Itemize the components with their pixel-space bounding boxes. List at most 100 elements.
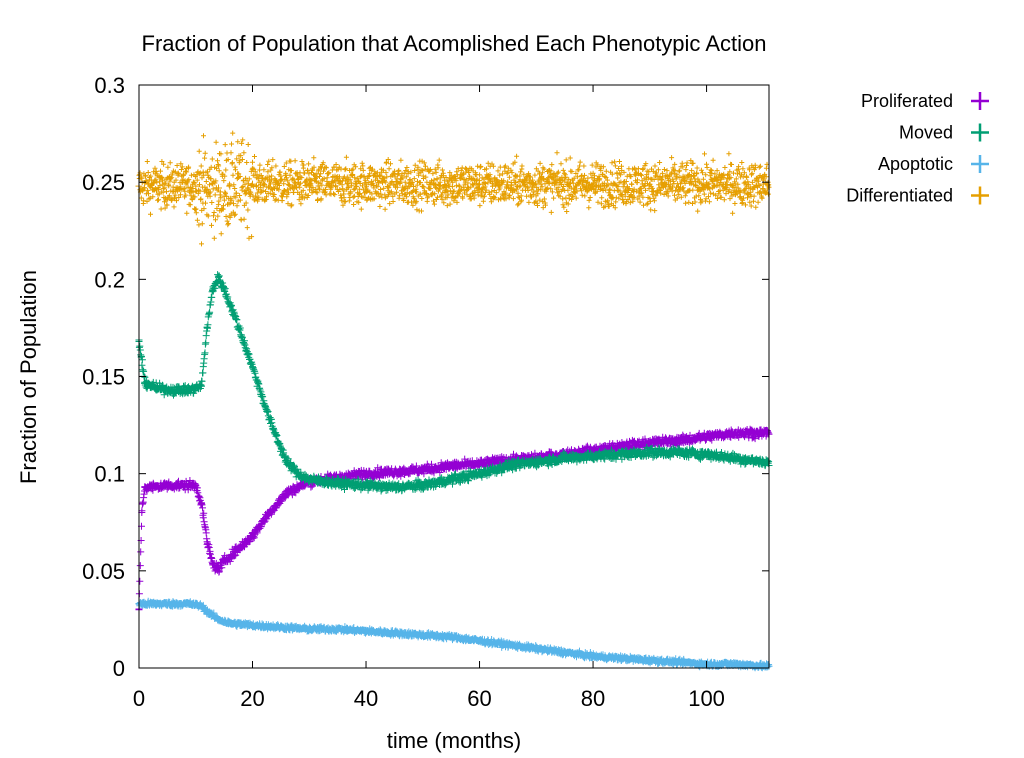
data-point [506,174,512,180]
data-point [514,153,520,159]
data-point [194,217,200,223]
data-point [197,170,203,176]
data-point [154,179,160,185]
data-point [732,201,738,206]
series-differentiated [135,130,772,247]
data-point [721,197,727,203]
data-point [525,188,531,193]
data-point [684,160,690,166]
data-point [179,164,185,170]
data-point [558,161,564,167]
data-point [197,171,203,177]
data-point [244,160,250,165]
data-point [288,203,294,209]
data-point [439,167,445,173]
data-point [199,504,206,512]
data-point [706,199,712,205]
data-point [211,235,217,241]
data-point [241,216,247,222]
data-point [201,133,206,139]
data-point [265,162,271,167]
data-point [690,187,696,193]
data-point [704,165,710,170]
data-point [315,196,321,202]
data-point [250,159,255,165]
data-point [695,208,701,214]
data-point [139,175,145,181]
data-point [349,167,355,173]
data-point [190,179,196,185]
data-point [414,207,420,213]
data-point [292,158,298,164]
data-point [672,192,677,198]
data-point [233,190,239,196]
data-point [201,172,207,178]
data-point [744,174,750,180]
data-point [252,154,257,159]
data-point [209,222,214,228]
data-point [183,192,189,198]
data-point [351,202,357,207]
data-point [229,141,234,147]
data-point [710,157,716,163]
data-point [178,192,183,198]
data-point [436,157,442,163]
data-point [235,198,241,204]
data-point [136,577,144,585]
data-point [607,186,613,192]
data-point [156,186,162,192]
data-point [652,163,658,169]
data-point [579,192,585,198]
data-point [202,155,208,161]
data-point [577,159,583,165]
data-point [245,142,251,147]
data-point [196,222,202,228]
data-point [702,151,707,157]
data-point [160,177,165,183]
data-point [147,195,153,201]
data-point [158,168,163,174]
data-point [164,202,170,208]
data-point [641,202,646,208]
data-point [184,169,190,175]
data-point [551,195,557,201]
data-point [188,193,194,199]
data-point [224,218,230,224]
data-point [704,161,709,167]
data-point [277,169,283,175]
data-point [702,198,708,204]
data-point [159,174,165,180]
data-point [218,231,224,237]
chart-title: Fraction of Population that Acomplished … [142,31,767,56]
data-point [216,168,222,174]
data-point [603,168,609,174]
data-point [146,191,151,197]
data-point [730,210,736,216]
data-point [171,204,177,210]
data-point [207,182,212,188]
data-point [664,168,670,174]
data-point [652,208,658,214]
data-point [431,201,437,207]
data-point [172,169,178,175]
data-point [173,177,179,183]
data-point [377,204,383,209]
data-point [172,192,178,198]
data-point [614,187,620,193]
data-point [582,172,587,178]
data-point [202,150,208,156]
data-point [757,163,763,169]
data-point [156,197,161,203]
data-point [480,198,486,204]
data-point [221,178,227,184]
data-point [587,195,593,200]
data-point [240,137,246,143]
data-point [751,198,756,204]
data-point [540,205,546,211]
data-point [651,198,657,204]
data-point [209,200,215,205]
data-point [648,207,654,213]
data-point [176,171,181,177]
data-point [563,195,569,201]
